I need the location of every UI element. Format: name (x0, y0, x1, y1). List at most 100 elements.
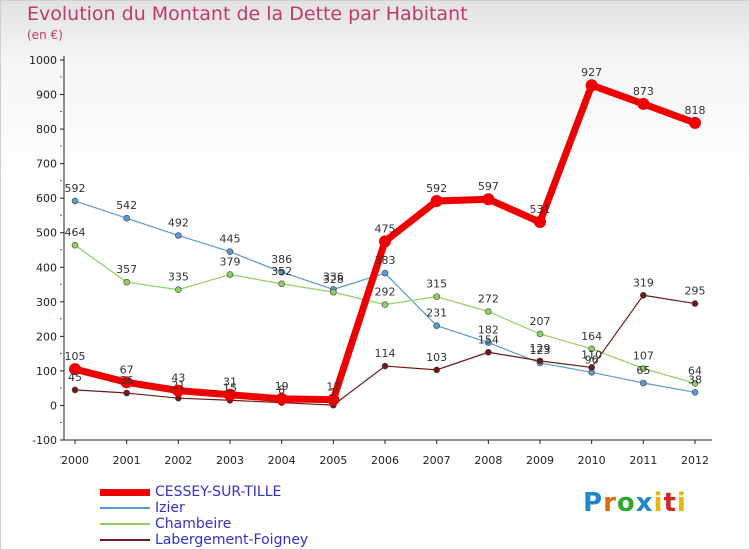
data-point (536, 357, 544, 365)
data-label: 96 (585, 353, 599, 366)
data-point (71, 197, 79, 205)
x-tick-label: 2008 (474, 454, 502, 467)
data-label: 17 (326, 381, 340, 394)
data-point (588, 364, 595, 371)
data-label: 105 (65, 350, 86, 363)
data-label: 67 (120, 363, 134, 376)
proxiti-logo: Proxiti (583, 488, 687, 518)
data-label: 352 (271, 265, 292, 278)
x-tick-label: 2009 (526, 454, 554, 467)
x-tick-label: 2002 (164, 454, 192, 467)
data-point (485, 308, 492, 315)
y-tick-label: 400 (36, 261, 57, 274)
y-tick-label: 600 (36, 192, 57, 205)
data-point (120, 376, 133, 389)
legend-label: Izier (155, 500, 185, 516)
data-label: 336 (323, 270, 344, 283)
data-label: 129 (530, 342, 551, 355)
data-label: 123 (530, 344, 551, 357)
legend-label: Labergement-Foigney (155, 532, 309, 548)
legend-label: Chambeire (155, 516, 232, 532)
y-tick-label: 100 (36, 365, 57, 378)
data-point (588, 345, 595, 353)
data-point (640, 365, 647, 372)
data-label: 464 (65, 226, 86, 239)
x-tick-label: 2004 (268, 454, 296, 467)
legend-swatch (100, 488, 150, 496)
x-tick-label: 2006 (371, 454, 399, 467)
legend-swatch (100, 523, 150, 525)
data-point (433, 322, 440, 329)
data-point (278, 280, 285, 288)
x-tick-label: 2000 (61, 454, 89, 467)
data-label: 592 (426, 182, 447, 195)
data-label: 8 (278, 384, 285, 397)
data-label: 542 (116, 199, 137, 212)
data-point (175, 286, 182, 294)
data-point (175, 232, 182, 239)
data-label: 383 (375, 254, 396, 267)
data-point (278, 268, 285, 276)
data-label: 592 (65, 182, 86, 195)
legend-swatch (100, 507, 150, 509)
data-point (381, 269, 389, 277)
x-tick-label: 2003 (216, 454, 244, 467)
data-point (534, 216, 546, 229)
data-point (485, 348, 492, 356)
data-point (433, 293, 440, 300)
data-label: 818 (685, 104, 706, 117)
data-label: 110 (581, 348, 602, 361)
data-label: 107 (633, 349, 654, 362)
data-label: 15 (223, 381, 237, 394)
y-tick-label: 500 (36, 227, 57, 240)
data-label: 38 (688, 373, 702, 386)
data-label: 154 (478, 333, 499, 346)
data-point (275, 392, 288, 405)
y-tick-label: 700 (36, 158, 57, 171)
data-label: 31 (223, 376, 237, 389)
data-label: 475 (375, 222, 396, 235)
x-tick-label: 2011 (629, 454, 657, 467)
data-point (327, 393, 340, 406)
x-tick-label: 2012 (681, 454, 709, 467)
data-label: 386 (271, 253, 292, 266)
data-label: 64 (688, 364, 702, 377)
data-point (433, 366, 440, 374)
y-tick-label: 900 (36, 89, 57, 102)
data-label: 114 (375, 347, 396, 360)
y-tick-label: 800 (36, 123, 57, 136)
data-label: 182 (478, 324, 499, 337)
y-tick-label: 200 (36, 330, 57, 343)
data-label: 319 (633, 276, 654, 289)
data-point (330, 288, 337, 296)
data-label: 335 (168, 271, 189, 284)
data-point (691, 380, 699, 387)
data-point (123, 278, 130, 286)
data-label: 103 (426, 351, 447, 364)
x-tick-label: 2007 (423, 454, 451, 467)
data-point (123, 389, 130, 397)
data-label: 873 (633, 85, 654, 98)
y-tick-label: -100 (32, 434, 57, 447)
data-label: 65 (636, 364, 650, 377)
y-tick-label: 0 (50, 399, 57, 412)
data-point (379, 235, 391, 248)
chart-subtitle: (en €) (27, 28, 63, 42)
data-label: 531 (530, 203, 551, 216)
data-point (637, 97, 650, 110)
data-point (381, 301, 389, 308)
data-point (640, 379, 647, 387)
data-label: 492 (168, 216, 189, 229)
data-label: 295 (685, 285, 706, 298)
data-point (226, 248, 234, 256)
data-point (71, 241, 79, 249)
data-label: 445 (220, 233, 241, 246)
data-point (482, 193, 495, 206)
data-label: 597 (478, 180, 499, 193)
data-label: 36 (120, 374, 134, 387)
data-label: 927 (581, 66, 602, 79)
data-point (691, 389, 699, 396)
data-label: 21 (171, 379, 185, 392)
legend-swatch (100, 539, 150, 541)
